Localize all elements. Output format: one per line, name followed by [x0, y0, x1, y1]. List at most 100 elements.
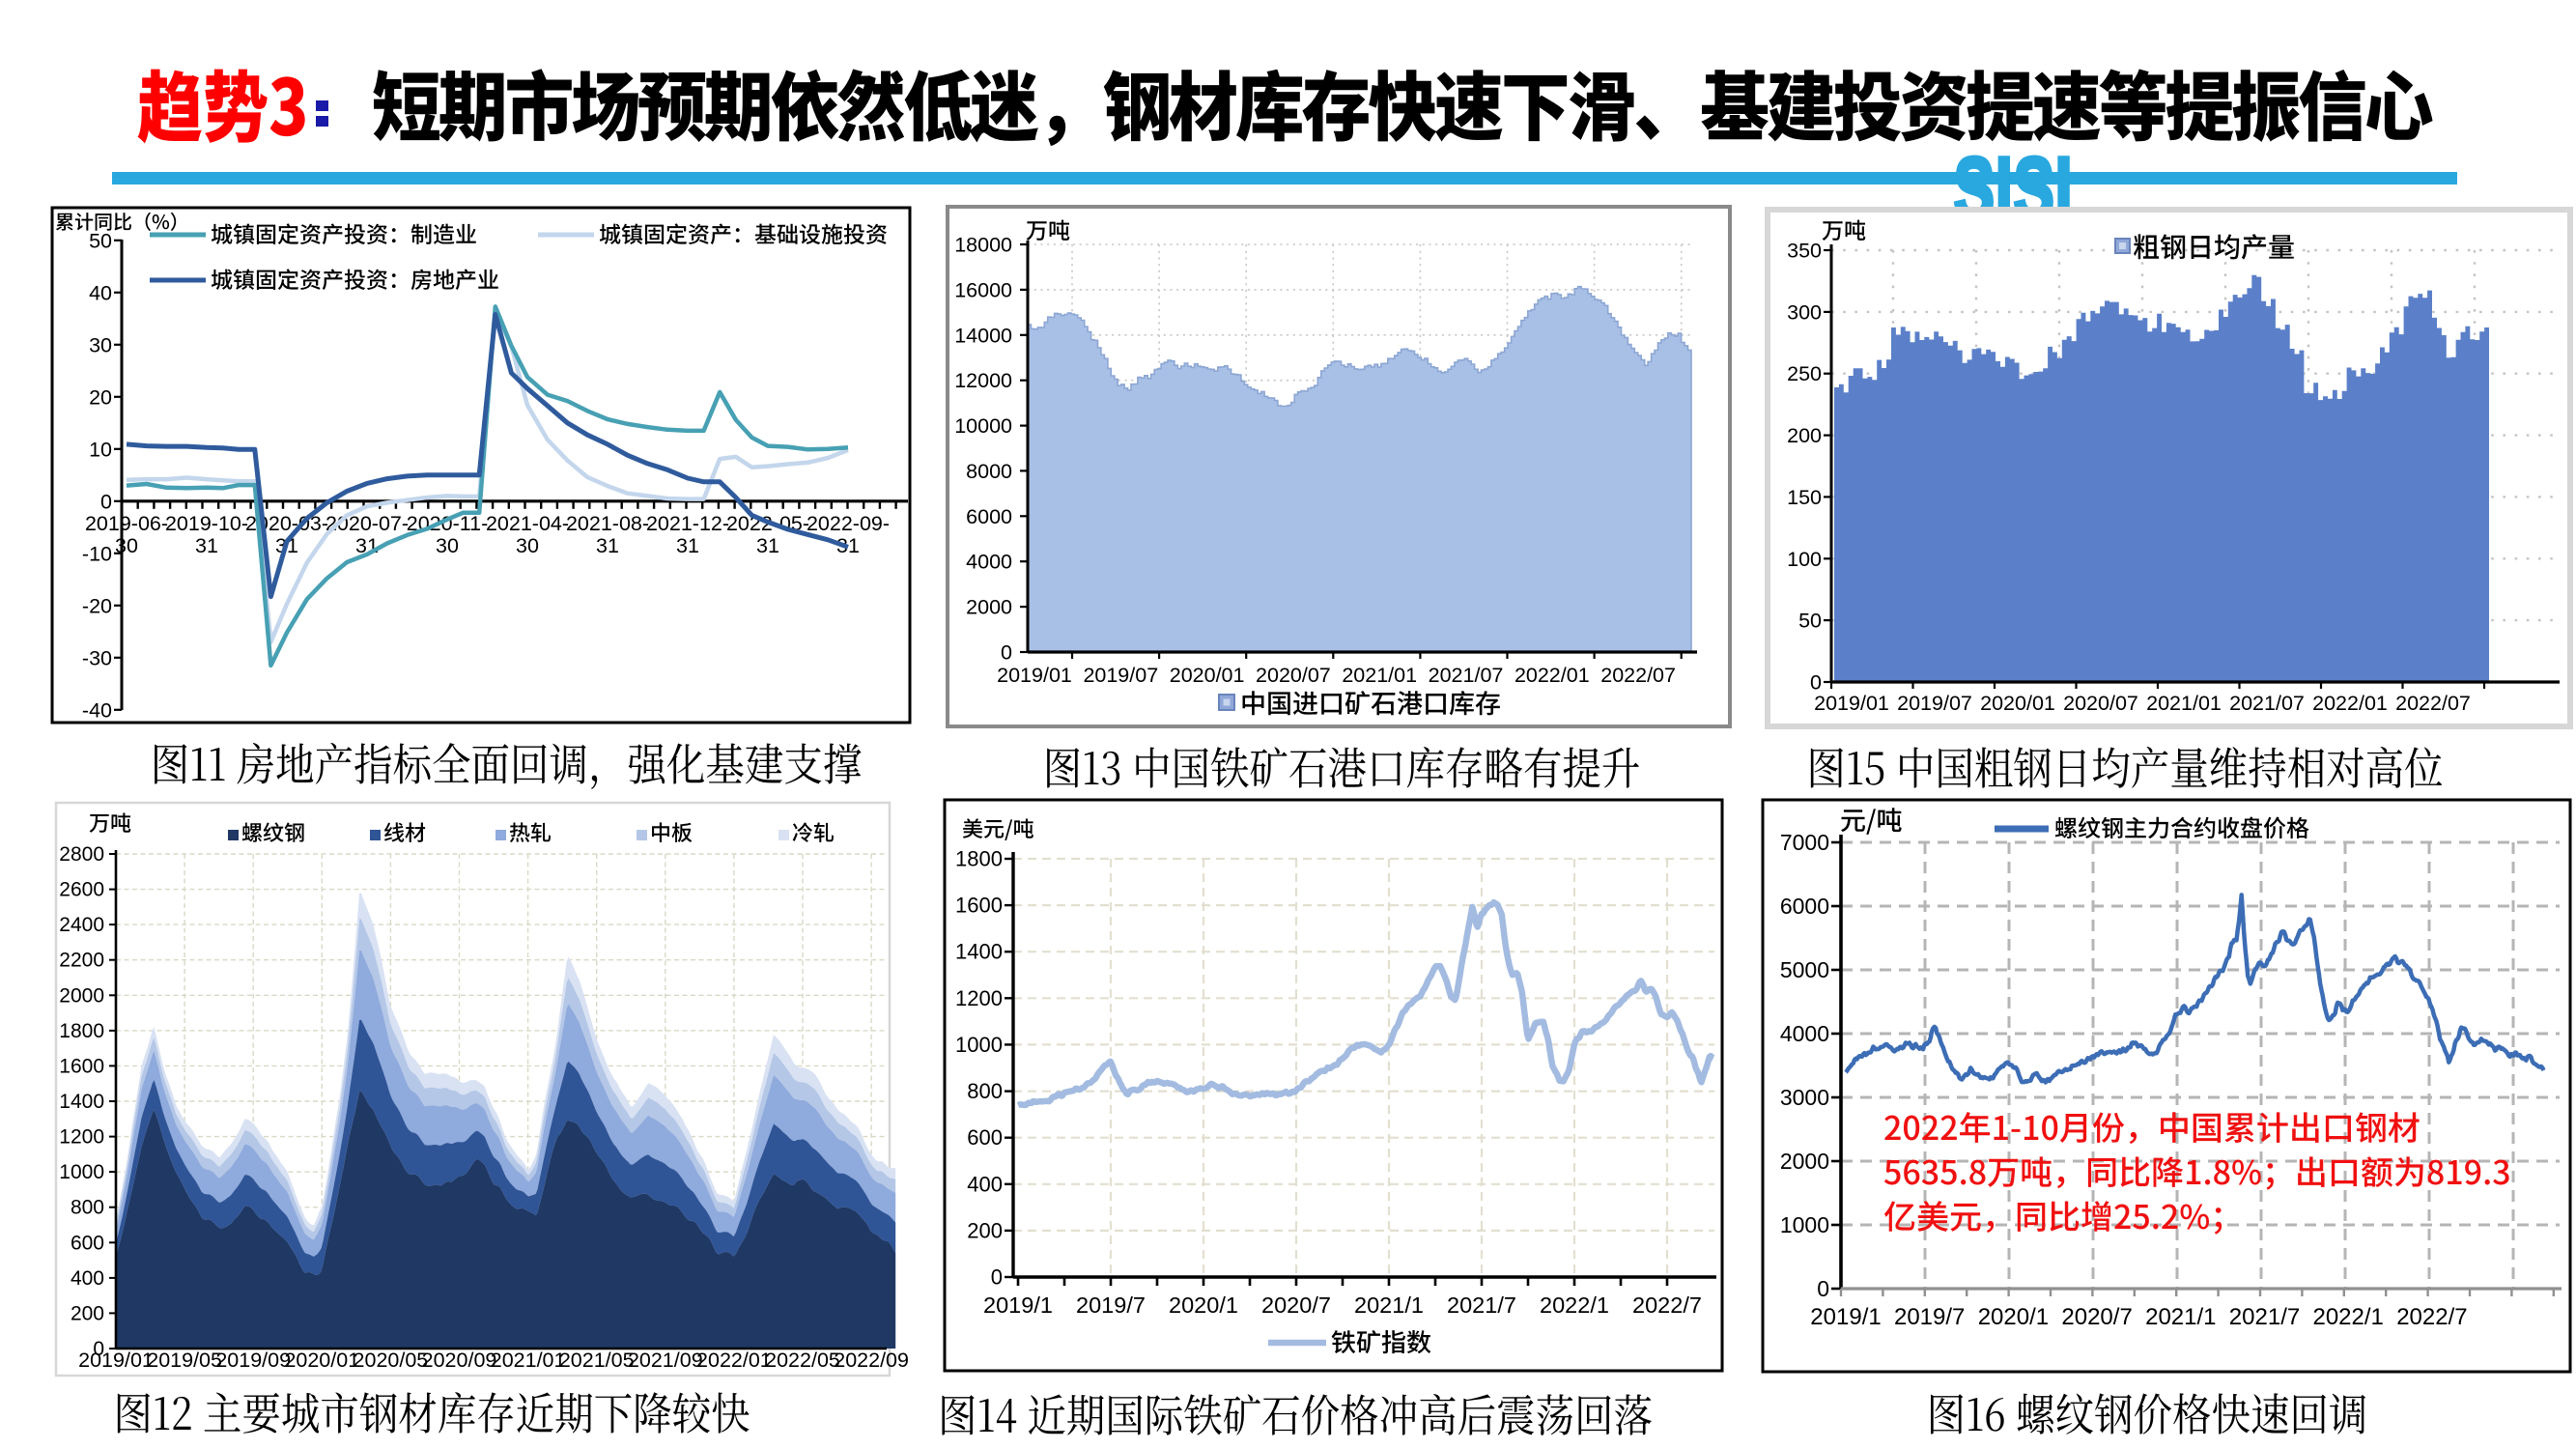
- svg-text:1600: 1600: [955, 894, 1003, 918]
- svg-text:2019/01: 2019/01: [1814, 692, 1889, 715]
- svg-text:2019/07: 2019/07: [1897, 692, 1972, 715]
- svg-text:2019/01: 2019/01: [78, 1349, 154, 1372]
- svg-text:1200: 1200: [59, 1126, 104, 1149]
- svg-text:30: 30: [436, 534, 459, 557]
- svg-text:2021-04-: 2021-04-: [486, 512, 569, 535]
- svg-text:10000: 10000: [954, 414, 1012, 438]
- svg-text:2019-06-: 2019-06-: [85, 512, 168, 535]
- svg-text:1000: 1000: [59, 1161, 104, 1183]
- svg-text:4000: 4000: [966, 551, 1012, 574]
- svg-text:-40: -40: [82, 698, 112, 722]
- svg-text:1000: 1000: [1780, 1212, 1829, 1237]
- svg-text:2020/05: 2020/05: [354, 1349, 429, 1372]
- svg-text:50: 50: [1798, 610, 1822, 633]
- svg-text:10: 10: [89, 438, 112, 461]
- svg-text:2021/01: 2021/01: [1342, 664, 1417, 687]
- svg-text:2020/7: 2020/7: [1261, 1293, 1331, 1318]
- svg-text:2021-08-: 2021-08-: [566, 512, 649, 535]
- svg-text:7000: 7000: [1780, 830, 1829, 855]
- svg-text:2020/09: 2020/09: [422, 1349, 497, 1372]
- svg-text:2020/01: 2020/01: [1980, 692, 2055, 715]
- svg-text:2021/07: 2021/07: [1429, 664, 1504, 687]
- svg-text:16000: 16000: [954, 278, 1012, 301]
- svg-text:150: 150: [1787, 486, 1822, 509]
- svg-text:3000: 3000: [1780, 1085, 1829, 1110]
- svg-text:6000: 6000: [1780, 894, 1829, 919]
- svg-text:2021/1: 2021/1: [2145, 1304, 2216, 1330]
- svg-text:400: 400: [967, 1172, 1003, 1196]
- svg-text:800: 800: [967, 1079, 1003, 1103]
- svg-text:-30: -30: [82, 646, 112, 669]
- svg-text:2600: 2600: [59, 879, 104, 901]
- svg-text:2021/01: 2021/01: [491, 1349, 566, 1372]
- svg-text:200: 200: [1787, 424, 1822, 447]
- svg-text:2022/09: 2022/09: [834, 1349, 909, 1372]
- svg-text:18000: 18000: [954, 234, 1012, 257]
- svg-text:-10: -10: [82, 542, 112, 565]
- svg-text:30: 30: [89, 333, 112, 356]
- svg-text:1600: 1600: [59, 1055, 104, 1077]
- svg-text:2022/01: 2022/01: [2312, 692, 2388, 715]
- svg-text:2020/7: 2020/7: [2061, 1304, 2132, 1330]
- svg-text:2021/05: 2021/05: [559, 1349, 635, 1372]
- svg-text:5000: 5000: [1780, 957, 1829, 982]
- svg-text:2022/07: 2022/07: [2395, 692, 2471, 715]
- svg-text:2022-09-: 2022-09-: [807, 512, 890, 535]
- svg-text:2021/07: 2021/07: [2229, 692, 2305, 715]
- svg-text:200: 200: [71, 1302, 104, 1324]
- svg-text:1400: 1400: [955, 940, 1003, 964]
- svg-text:30: 30: [516, 534, 539, 557]
- svg-text:2400: 2400: [59, 914, 104, 936]
- svg-text:0: 0: [1001, 641, 1012, 665]
- svg-text:31: 31: [195, 534, 218, 557]
- svg-text:2019/7: 2019/7: [1894, 1304, 1965, 1330]
- svg-text:4000: 4000: [1780, 1021, 1829, 1046]
- svg-text:2021/01: 2021/01: [2146, 692, 2222, 715]
- svg-text:0: 0: [991, 1265, 1003, 1290]
- svg-text:0: 0: [93, 1338, 104, 1360]
- svg-text:100: 100: [1787, 548, 1822, 571]
- svg-text:20: 20: [89, 385, 112, 409]
- svg-text:31: 31: [596, 534, 619, 557]
- svg-text:2021/09: 2021/09: [628, 1349, 703, 1372]
- svg-text:-20: -20: [82, 594, 112, 617]
- svg-text:2020/1: 2020/1: [1169, 1293, 1238, 1318]
- svg-text:600: 600: [967, 1125, 1003, 1150]
- svg-text:2021-12-: 2021-12-: [646, 512, 729, 535]
- svg-text:14000: 14000: [954, 324, 1012, 347]
- svg-text:2020/1: 2020/1: [1978, 1304, 2049, 1330]
- svg-text:300: 300: [1787, 300, 1822, 324]
- svg-text:2800: 2800: [59, 843, 104, 866]
- svg-text:2019/1: 2019/1: [983, 1293, 1053, 1318]
- svg-text:2021/1: 2021/1: [1354, 1293, 1424, 1318]
- svg-text:2021/7: 2021/7: [2229, 1304, 2300, 1330]
- svg-text:6000: 6000: [966, 505, 1012, 528]
- svg-text:2022/7: 2022/7: [1632, 1293, 1702, 1318]
- svg-text:1800: 1800: [955, 847, 1003, 871]
- svg-text:2021/7: 2021/7: [1447, 1293, 1516, 1318]
- svg-text:2020/07: 2020/07: [1256, 664, 1331, 687]
- svg-text:2019/1: 2019/1: [1810, 1304, 1881, 1330]
- svg-text:0: 0: [1817, 1276, 1829, 1301]
- svg-text:350: 350: [1787, 240, 1822, 263]
- svg-text:2000: 2000: [1780, 1149, 1829, 1174]
- svg-text:2019/07: 2019/07: [1083, 664, 1158, 687]
- svg-text:2022/1: 2022/1: [2312, 1304, 2383, 1330]
- svg-text:2019/09: 2019/09: [215, 1349, 291, 1372]
- svg-text:0: 0: [1810, 671, 1822, 695]
- svg-text:2022/01: 2022/01: [1514, 664, 1590, 687]
- svg-text:2020/01: 2020/01: [284, 1349, 359, 1372]
- svg-text:0: 0: [100, 490, 112, 513]
- svg-text:2019/05: 2019/05: [147, 1349, 222, 1372]
- svg-text:2000: 2000: [966, 596, 1012, 619]
- svg-text:2022/01: 2022/01: [696, 1349, 772, 1372]
- svg-text:1800: 1800: [59, 1020, 104, 1042]
- svg-text:400: 400: [71, 1267, 104, 1290]
- svg-text:800: 800: [71, 1197, 104, 1219]
- svg-text:30: 30: [115, 534, 138, 557]
- svg-text:2022/05: 2022/05: [765, 1349, 840, 1372]
- svg-text:1000: 1000: [955, 1033, 1003, 1057]
- svg-text:600: 600: [71, 1232, 104, 1254]
- svg-text:2200: 2200: [59, 950, 104, 972]
- svg-text:2022/07: 2022/07: [1600, 664, 1676, 687]
